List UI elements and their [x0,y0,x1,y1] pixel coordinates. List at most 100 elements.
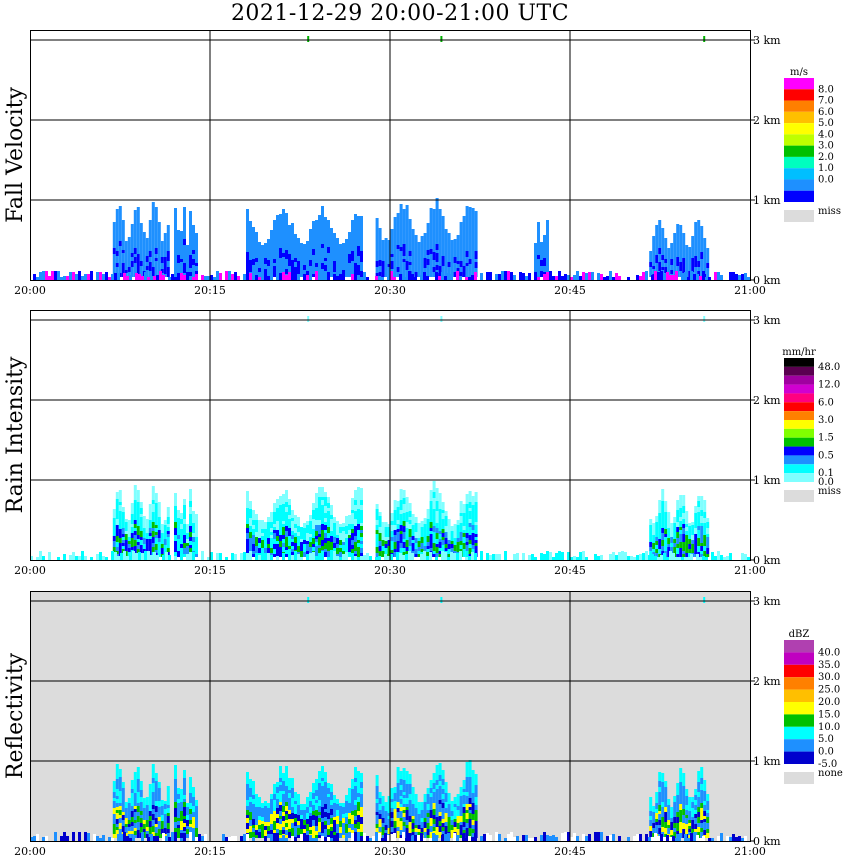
echo-cell [658,530,662,535]
echo-cell [282,812,285,816]
surface-cell [507,271,510,280]
echo-cell [441,799,445,803]
echo-cell [688,829,692,832]
echo-cell [441,519,445,524]
echo-cell [703,503,707,506]
echo-cell [303,815,306,820]
echo-cell [456,800,460,806]
surface-cell [213,277,216,280]
echo-cell [438,812,442,816]
echo-cell [249,230,252,233]
echo-cell [321,773,324,778]
surface-cell [387,277,390,280]
echo-cell [453,272,457,277]
colorbar-swatch [784,78,814,90]
echo-cell [447,549,451,554]
echo-cell [384,244,388,247]
echo-cell [291,267,294,273]
echo-cell [441,770,445,776]
echo-cell [174,506,177,509]
echo-cell [396,827,400,831]
surface-cell [294,837,297,841]
echo-cell [438,789,442,794]
echo-cell [465,524,469,527]
echo-cell [177,248,180,252]
echo-cell [130,261,134,267]
echo-cell [261,813,264,817]
surface-cell [654,833,657,841]
surface-cell [87,274,90,280]
echo-cell [354,230,357,236]
echo-cell [700,784,704,787]
echo-cell [697,501,701,507]
echo-cell [465,235,469,240]
echo-cell [691,525,695,531]
echo-cell [357,234,360,238]
echo-cell [384,251,388,255]
echo-cell [174,262,177,268]
echo-cell [345,833,348,838]
echo-cell [417,538,421,541]
echo-cell [399,525,403,531]
echo-cell [288,790,291,793]
echo-cell [285,811,288,814]
echo-cell [540,266,543,271]
echo-cell [151,775,155,778]
echo-cell [309,229,312,234]
echo-cell [670,835,674,838]
surface-cell [156,275,159,280]
surface-cell [327,837,330,841]
echo-cell [315,525,318,531]
echo-cell [354,805,357,810]
echo-cell [154,239,158,242]
echo-cell [396,783,400,788]
echo-cell [682,829,686,835]
surface-cell [531,554,534,560]
surface-cell [705,277,708,280]
echo-cell [183,216,186,221]
echo-cell [471,252,475,257]
echo-cell [399,818,403,821]
echo-cell [291,263,294,267]
echo-cell [174,221,177,225]
echo-cell [252,828,255,832]
surface-cell [177,273,180,280]
surface-cell [387,835,390,841]
echo-cell [154,532,158,535]
echo-cell [121,220,125,226]
echo-cell [357,829,360,834]
echo-cell [136,268,140,273]
echo-cell [180,262,183,266]
echo-cell [462,246,466,251]
echo-cell [408,803,412,809]
echo-cell [261,824,264,827]
echo-cell [652,823,656,828]
echo-cell [396,511,400,515]
surface-cell [654,556,657,560]
echo-cell [685,818,689,821]
echo-cell [118,529,122,535]
echo-cell [306,521,309,525]
echo-cell [697,807,701,812]
echo-cell [294,543,297,547]
echo-cell [354,236,357,239]
echo-cell [267,239,270,243]
echo-cell [432,264,436,267]
echo-cell [438,219,442,224]
echo-cell [411,819,415,823]
echo-cell [249,807,252,812]
echo-cell [300,268,303,271]
echo-cell [649,835,653,838]
echo-cell [432,792,436,798]
surface-cell [54,271,57,280]
surface-cell [732,272,735,280]
echo-cell [453,243,457,248]
echo-cell [390,254,394,257]
echo-cell [471,770,475,775]
echo-cell [306,802,309,807]
echo-cell [453,538,457,541]
echo-cell [157,824,161,829]
echo-cell [474,516,478,522]
echo-cell [426,259,430,265]
echo-cell [679,796,683,799]
